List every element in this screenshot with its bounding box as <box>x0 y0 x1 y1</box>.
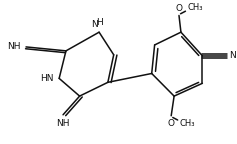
Text: HN: HN <box>40 74 53 83</box>
Text: CH₃: CH₃ <box>179 119 195 128</box>
Text: NH: NH <box>7 42 20 51</box>
Text: NH: NH <box>56 119 70 128</box>
Text: N: N <box>229 51 236 60</box>
Text: N: N <box>91 20 98 29</box>
Text: O: O <box>175 4 182 13</box>
Text: O: O <box>168 119 175 128</box>
Text: CH₃: CH₃ <box>187 3 203 12</box>
Text: H: H <box>96 18 102 26</box>
